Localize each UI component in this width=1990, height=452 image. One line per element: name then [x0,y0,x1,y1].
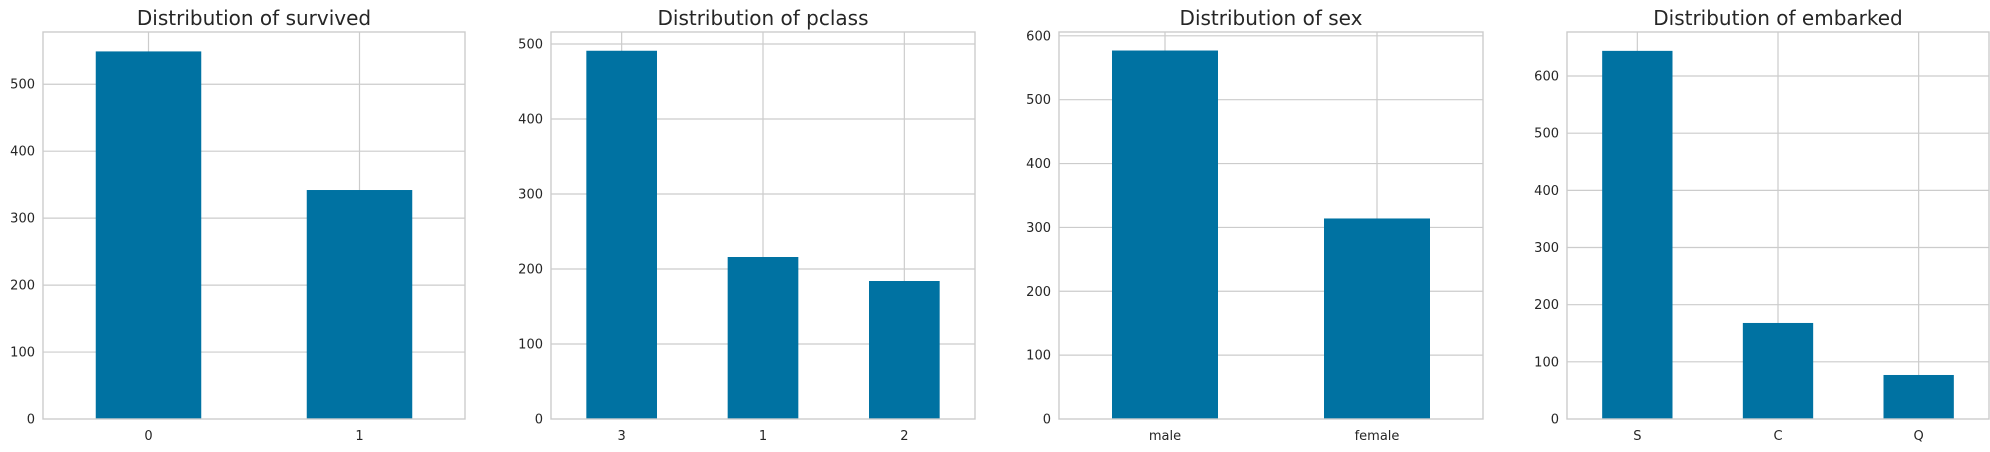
y-tick-label: 100 [1026,349,1051,364]
y-tick-label: 0 [535,413,543,428]
y-tick-label: 0 [1043,413,1051,428]
y-tick-label: 300 [1534,241,1559,256]
x-tick-label: 1 [759,429,767,444]
chart-panel-1: 0 100 200 300 400 500 0 1 Distribution of surviv… [10,6,466,444]
y-tick-label: 0 [27,413,35,428]
x-tick-label: male [1149,429,1181,444]
chart-panel-4: 0 100 200 300 400 500 600 S C Q Distribution of em… [1534,6,1990,444]
chart-title: Distribution of embarked [1653,6,1903,30]
y-tick-label: 200 [1026,285,1051,300]
chart-panel-3: 0 100 200 300 400 500 600 male female Distributio… [1026,6,1484,444]
y-tick-label: 100 [518,338,543,353]
y-tick-label: 200 [518,263,543,278]
plot-frame [1566,31,1990,420]
bar-Q [1883,374,1954,419]
bar-1 [727,257,799,419]
y-tick-label: 600 [1534,70,1559,85]
y-tick-label: 500 [10,78,35,93]
plot-frame [42,31,466,420]
bar-2 [869,281,940,419]
y-tick-label: 400 [10,145,35,160]
x-tick-label: 0 [144,429,152,444]
y-tick-label: 200 [10,279,35,294]
bar-0 [95,51,202,419]
x-tick-label: 1 [355,429,363,444]
y-tick-label: 600 [1026,29,1051,44]
y-tick-label: 0 [1551,413,1559,428]
y-tick-label: 400 [518,113,543,128]
y-tick-label: 300 [1026,221,1051,236]
bar-3 [586,50,657,419]
y-tick-label: 200 [1534,298,1559,313]
bar-1 [306,190,413,419]
x-tick-label: Q [1914,429,1924,444]
chart-panel-2: 0 100 200 300 400 500 3 1 2 Distribution of pclas… [518,6,976,444]
x-tick-label: female [1355,429,1400,444]
y-tick-label: 400 [1026,157,1051,172]
plot-frame [1058,31,1484,420]
y-tick-label: 100 [1534,355,1559,370]
y-tick-label: 100 [10,346,35,361]
y-tick-label: 300 [518,188,543,203]
y-tick-label: 500 [518,38,543,53]
x-tick-label: S [1633,429,1641,444]
y-tick-label: 300 [10,212,35,227]
x-tick-label: 3 [618,429,626,444]
x-tick-label: C [1773,429,1782,444]
y-tick-label: 500 [1026,93,1051,108]
bar-C [1742,322,1814,419]
y-tick-label: 400 [1534,184,1559,199]
y-tick-label: 500 [1534,127,1559,142]
x-tick-label: 2 [900,429,908,444]
bar-male [1112,50,1218,419]
plot-frame [550,31,976,420]
chart-title: Distribution of pclass [657,6,868,30]
chart-title: Distribution of sex [1180,6,1363,30]
bar-female [1324,218,1430,419]
chart-title: Distribution of survived [137,6,371,30]
bar-S [1602,50,1673,419]
